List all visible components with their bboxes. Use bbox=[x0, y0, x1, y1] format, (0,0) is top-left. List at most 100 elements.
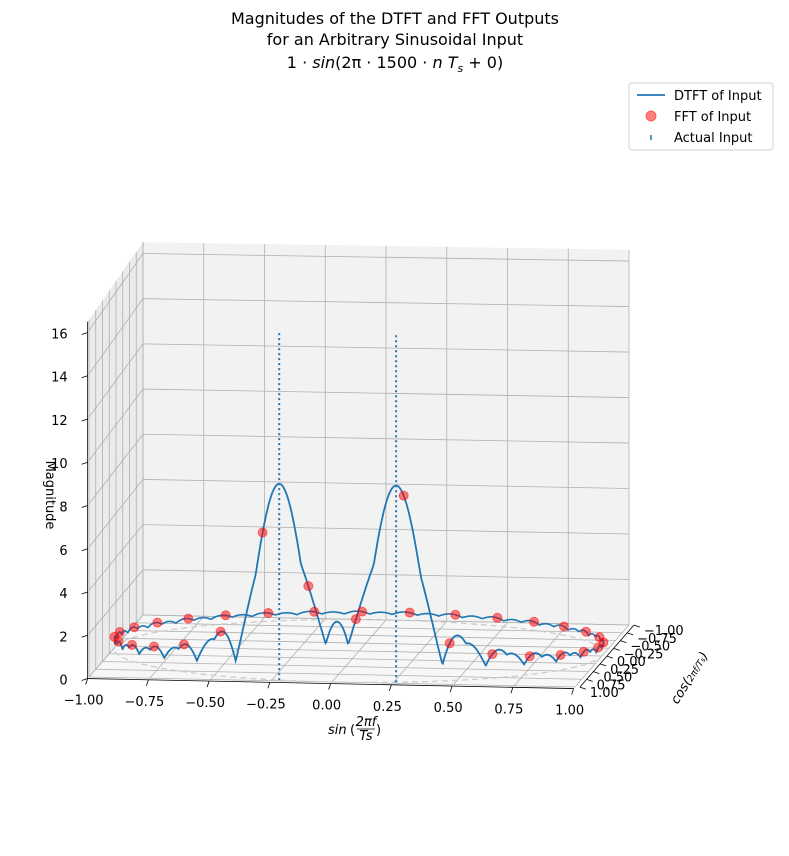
fft-point bbox=[309, 606, 320, 617]
grid-line bbox=[88, 343, 144, 418]
y-tick-label: 0.25 bbox=[610, 663, 639, 678]
y-tick-mark bbox=[593, 671, 600, 674]
fft-point bbox=[578, 646, 589, 657]
fft-point bbox=[113, 636, 124, 647]
z-tick-mark bbox=[81, 505, 88, 508]
legend-frame bbox=[628, 82, 774, 151]
fft-point bbox=[581, 626, 591, 637]
y-tick-mark bbox=[606, 655, 613, 659]
x-tick-mark bbox=[510, 687, 514, 694]
x-tick-mark bbox=[389, 684, 392, 691]
grid-line bbox=[88, 298, 144, 375]
legend-fft-swatch bbox=[645, 110, 657, 122]
svg-text:sin: sin bbox=[328, 723, 347, 738]
legend-fft-label: FFT of Input bbox=[674, 110, 751, 125]
grid-line bbox=[453, 622, 508, 685]
svg-text:Ts: Ts bbox=[359, 729, 372, 744]
grid-line bbox=[142, 298, 630, 307]
grid-line bbox=[88, 433, 144, 505]
x-tick-mark bbox=[146, 679, 149, 686]
z-tick-mark bbox=[81, 461, 88, 465]
actual-input-stems bbox=[278, 332, 398, 683]
tick-labels: −1.00 −0.75 −0.50 −0.25 0.00 0.25 0.50 0.75 1.00… bbox=[51, 327, 684, 718]
z-tick-mark bbox=[81, 591, 88, 595]
x-axis-label: sin ( 2πf Ts ) bbox=[328, 715, 381, 744]
grid-line bbox=[95, 668, 582, 680]
fft-point bbox=[149, 641, 159, 652]
fft-point bbox=[129, 622, 140, 633]
fft-point bbox=[487, 649, 498, 660]
chart-title: Magnitudes of the DTFT and FFT Outputs f… bbox=[231, 9, 559, 75]
title-line-3: 1 · sin(2π · 1500 · n Ts + 0) bbox=[287, 53, 503, 75]
grid-line bbox=[88, 524, 144, 591]
grid-line bbox=[88, 388, 144, 461]
x-tick-label: −0.75 bbox=[124, 695, 164, 710]
fft-point bbox=[444, 638, 455, 649]
y-tick-mark bbox=[626, 632, 634, 636]
grid-line bbox=[88, 253, 144, 331]
grid-line bbox=[115, 645, 603, 657]
y-tick-mark bbox=[620, 640, 627, 643]
fft-point bbox=[555, 650, 566, 660]
title-line-1: Magnitudes of the DTFT and FFT Outputs bbox=[231, 9, 559, 28]
x-tick-label: −0.50 bbox=[185, 696, 225, 711]
x-tick-mark bbox=[85, 678, 89, 685]
z-tick-label: 10 bbox=[51, 457, 68, 472]
fft-point bbox=[257, 527, 268, 538]
fft-point bbox=[183, 613, 194, 624]
grid-line bbox=[102, 661, 589, 672]
z-tick-label: 0 bbox=[59, 674, 67, 689]
y-tick-label: −0.50 bbox=[630, 640, 670, 655]
fft-point bbox=[524, 651, 535, 662]
legend-actual-label: Actual Input bbox=[674, 131, 753, 146]
z-tick-label: 12 bbox=[51, 414, 68, 429]
x-tick-mark bbox=[206, 680, 210, 688]
x-axis-line bbox=[87, 678, 574, 689]
fft-point bbox=[263, 608, 274, 618]
y-tick-label: 1.00 bbox=[590, 686, 619, 701]
fft-point bbox=[357, 606, 368, 617]
x-tick-mark bbox=[328, 683, 332, 690]
fft-point bbox=[152, 617, 163, 628]
z-tick-mark bbox=[81, 375, 88, 379]
y-tick-mark bbox=[633, 624, 640, 628]
grid-lines bbox=[88, 242, 630, 688]
z-tick-label: 4 bbox=[59, 587, 67, 602]
y-tick-mark bbox=[579, 686, 586, 690]
y-tick-mark bbox=[586, 678, 593, 682]
fft-point bbox=[220, 610, 231, 621]
z-tick-mark bbox=[81, 678, 88, 681]
unit-circle bbox=[113, 618, 605, 684]
fft-point bbox=[350, 614, 361, 625]
grid-line bbox=[142, 433, 630, 444]
fft-point bbox=[404, 607, 415, 618]
y-tick-label: −1.00 bbox=[644, 624, 684, 639]
grid-line bbox=[142, 388, 630, 398]
fft-point bbox=[450, 609, 461, 620]
title-line-2: for an Arbitrary Sinusoidal Input bbox=[267, 30, 523, 49]
z-tick-label: 6 bbox=[59, 544, 67, 559]
fft-series bbox=[109, 490, 609, 662]
x-tick-label: 0.50 bbox=[434, 701, 463, 716]
z-tick-mark bbox=[81, 418, 88, 422]
fft-point bbox=[492, 612, 503, 623]
dtft-series bbox=[113, 482, 605, 668]
grid-line bbox=[142, 479, 630, 489]
fft-point bbox=[215, 626, 226, 637]
grid-line bbox=[142, 343, 630, 353]
z-tick-mark bbox=[81, 634, 88, 638]
svg-text:(: ( bbox=[350, 723, 355, 738]
x-tick-label: 0.00 bbox=[312, 699, 341, 714]
grid-line bbox=[142, 253, 630, 262]
fft-point bbox=[559, 621, 569, 632]
z-axis-label: Magnitude bbox=[42, 461, 57, 530]
svg-text:cos(2πf/Ts): cos(2πf/Ts) bbox=[668, 649, 712, 707]
z-tick-mark bbox=[81, 548, 88, 552]
grid-line bbox=[142, 569, 630, 580]
y-tick-label: −0.75 bbox=[637, 632, 677, 647]
fft-point bbox=[303, 581, 314, 591]
z-tick-label: 16 bbox=[51, 327, 68, 342]
z-tick-label: 2 bbox=[59, 630, 67, 645]
svg-text:): ) bbox=[376, 723, 381, 738]
